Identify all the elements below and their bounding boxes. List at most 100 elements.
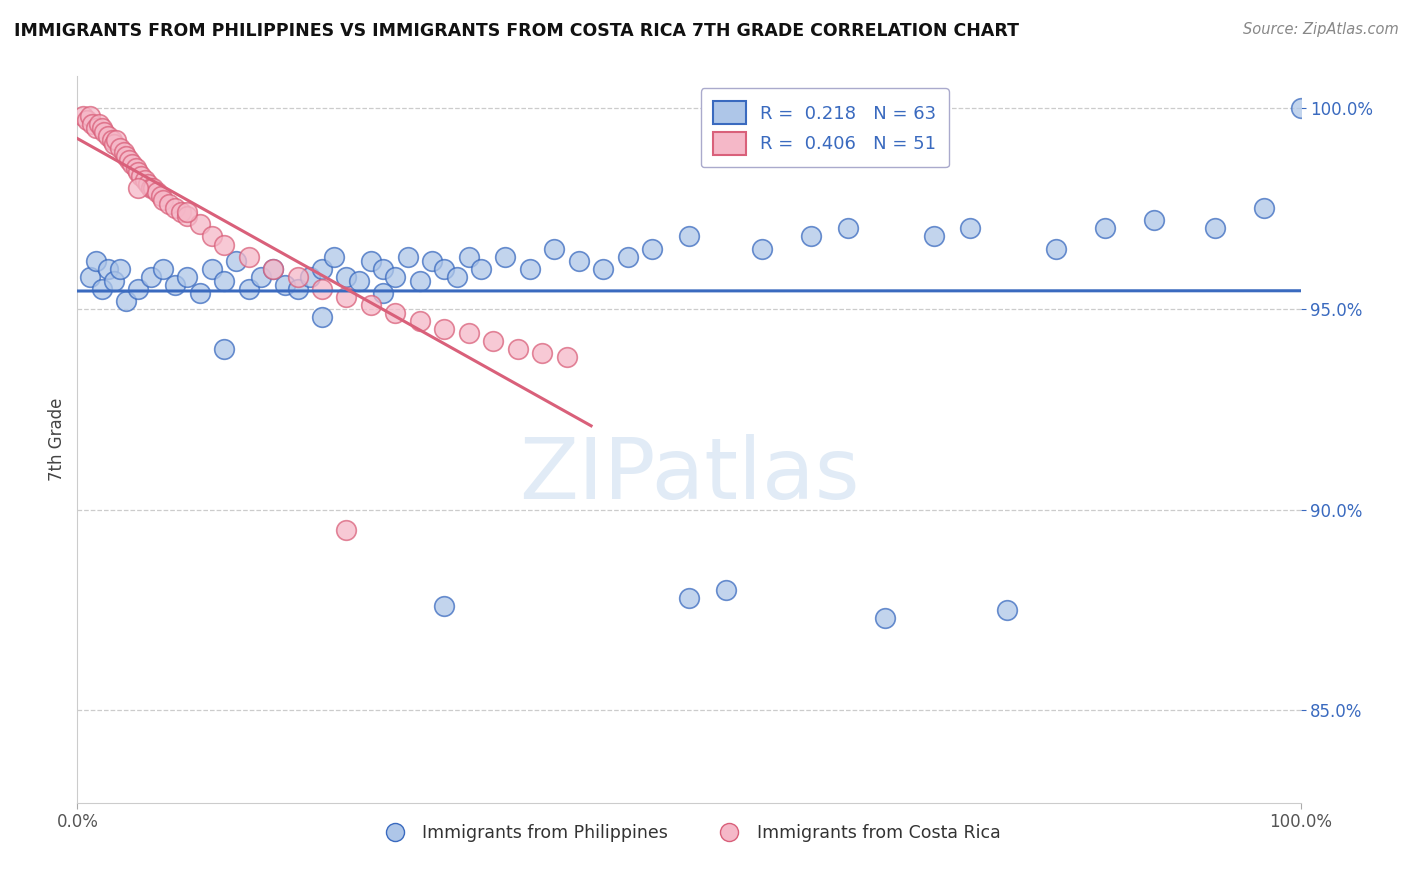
Point [72,109,94,123]
Point [108,141,131,155]
Point [287,282,309,296]
Point [959,221,981,235]
Point [157,197,180,211]
Point [149,189,172,203]
Point [134,173,156,187]
Point [152,261,174,276]
Point [922,229,945,244]
Point [873,611,896,625]
Point [170,205,193,219]
Point [201,261,224,276]
Point [396,250,419,264]
Point [176,205,198,219]
Point [100,133,122,147]
Point [115,149,138,163]
Point [93,125,115,139]
Point [188,285,211,300]
Point [90,282,112,296]
Point [142,181,165,195]
Point [470,261,492,276]
Point [212,274,235,288]
Point [1143,213,1166,227]
Point [335,269,357,284]
Point [371,285,394,300]
Point [1253,202,1275,216]
Point [409,314,432,328]
Point [800,229,823,244]
Point [1045,242,1067,256]
Point [360,298,382,312]
Point [311,261,333,276]
Point [146,186,169,200]
Point [311,282,333,296]
Point [90,121,112,136]
Point [118,153,141,168]
Point [335,290,357,304]
Point [105,133,128,147]
Point [420,253,443,268]
Point [188,218,211,232]
Point [995,603,1018,617]
Point [262,261,284,276]
Point [212,342,235,356]
Point [298,269,321,284]
Point [495,250,517,264]
Point [641,242,664,256]
Point [103,137,125,152]
Point [176,210,198,224]
Point [238,250,260,264]
Point [238,282,260,296]
Point [176,269,198,284]
Point [592,261,614,276]
Point [678,229,700,244]
Text: IMMIGRANTS FROM PHILIPPINES VS IMMIGRANTS FROM COSTA RICA 7TH GRADE CORRELATION : IMMIGRANTS FROM PHILIPPINES VS IMMIGRANT… [14,22,1019,40]
Point [115,293,138,308]
Point [311,310,333,324]
Point [287,269,309,284]
Point [347,274,370,288]
Point [165,277,187,292]
Point [125,161,148,176]
Point [1204,221,1226,235]
Point [212,237,235,252]
Point [543,242,565,256]
Point [433,261,456,276]
Point [112,145,135,160]
Point [250,269,273,284]
Point [127,181,149,195]
Point [384,306,406,320]
Point [433,322,456,336]
Point [136,178,159,192]
Point [152,194,174,208]
Point [531,346,554,360]
Point [76,113,98,128]
Point [108,261,131,276]
Point [360,253,382,268]
Point [139,269,162,284]
Point [837,221,859,235]
Point [714,582,737,597]
Point [103,274,125,288]
Y-axis label: 7th Grade: 7th Grade [48,398,66,481]
Point [97,129,120,144]
Point [80,117,103,131]
Point [262,261,284,276]
Point [97,261,120,276]
Text: Source: ZipAtlas.com: Source: ZipAtlas.com [1243,22,1399,37]
Point [678,591,700,605]
Point [121,157,143,171]
Point [201,229,224,244]
Point [1094,221,1116,235]
Point [482,334,505,348]
Point [139,181,162,195]
Point [384,269,406,284]
Point [371,261,394,276]
Point [79,269,101,284]
Point [165,202,187,216]
Point [127,282,149,296]
Point [617,250,640,264]
Point [323,250,346,264]
Point [519,261,541,276]
Point [457,250,479,264]
Point [84,121,107,136]
